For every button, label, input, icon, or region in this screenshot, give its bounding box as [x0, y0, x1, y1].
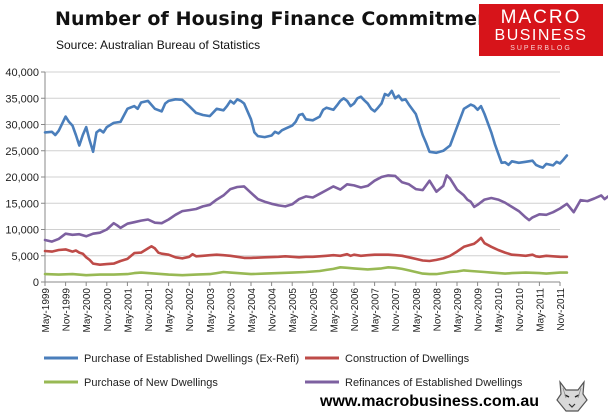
x-tick-label: May-2006: [329, 288, 340, 333]
x-tick-label: May-2000: [82, 288, 93, 333]
y-tick-label: 20,000: [5, 172, 39, 184]
macrobusiness-logo[interactable]: MACRO BUSINESS SUPERBLOG: [479, 4, 603, 56]
x-tick-label: May-2003: [206, 288, 217, 333]
logo-line-1: MACRO: [500, 7, 582, 28]
x-tick-label: May-2008: [412, 288, 423, 333]
x-tick-label: May-2002: [165, 288, 176, 333]
x-tick-label: May-2004: [247, 288, 258, 333]
series-line-3: [43, 265, 569, 277]
x-tick-label: Nov-2011: [556, 288, 567, 331]
y-tick-label: 40,000: [5, 67, 39, 79]
x-tick-label: May-1999: [41, 288, 52, 333]
x-tick-label: May-2001: [123, 288, 134, 333]
x-tick-label: Nov-2000: [103, 288, 114, 332]
x-tick-label: May-2011: [535, 288, 546, 332]
chart-title: Number of Housing Finance Commitments: [55, 8, 512, 30]
x-tick-label: Nov-2008: [432, 288, 443, 332]
x-tick-label: May-2010: [494, 288, 505, 333]
chart-subtitle: Source: Australian Bureau of Statistics: [56, 38, 261, 52]
website-link[interactable]: www.macrobusiness.com.au: [320, 393, 540, 410]
logo-line-3: SUPERBLOG: [510, 45, 572, 52]
x-tick-label: Nov-2003: [226, 288, 237, 332]
y-tick-label: 15,000: [5, 198, 39, 210]
logo-line-2: BUSINESS: [494, 27, 588, 44]
series-line-2: [43, 236, 569, 267]
y-tick-label: 30,000: [5, 120, 39, 132]
series-line-1: [43, 89, 569, 169]
legend-label-4: Refinances of Established Dwellings: [345, 377, 523, 389]
x-tick-label: Nov-2009: [474, 288, 485, 332]
x-tick-label: Nov-2004: [268, 288, 279, 332]
x-tick-label: Nov-1999: [62, 288, 73, 332]
x-tick-label: May-2005: [288, 288, 299, 333]
x-tick-label: Nov-2006: [350, 288, 361, 332]
y-tick-label: 0: [33, 277, 39, 289]
y-tick-label: 5,000: [11, 251, 39, 263]
y-tick-label: 25,000: [5, 146, 39, 158]
series-line-4: [43, 174, 608, 243]
x-tick-label: May-2009: [453, 288, 464, 333]
legend-label-3: Purchase of New Dwellings: [84, 377, 218, 389]
x-tick-label: Nov-2005: [309, 288, 320, 332]
legend-label-1: Purchase of Established Dwellings (Ex-Re…: [84, 353, 299, 365]
y-tick-label: 10,000: [5, 225, 39, 237]
x-tick-label: Nov-2001: [144, 288, 155, 332]
wolf-mascot-icon: [554, 378, 590, 414]
x-tick-label: Nov-2010: [515, 288, 526, 332]
x-tick-label: Nov-2007: [391, 288, 402, 332]
x-tick-label: Nov-2002: [185, 288, 196, 332]
x-tick-label: May-2007: [371, 288, 382, 333]
legend-label-2: Construction of Dwellings: [345, 353, 470, 365]
y-tick-label: 35,000: [5, 93, 39, 105]
